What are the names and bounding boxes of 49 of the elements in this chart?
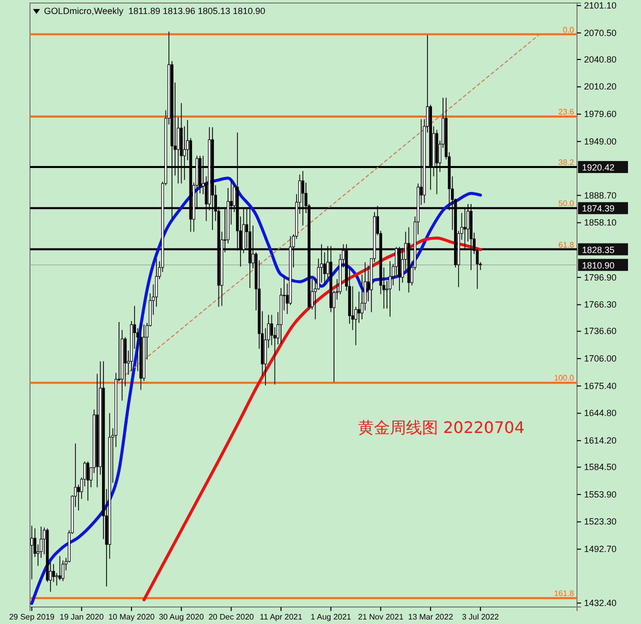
y-tick-label: 2040.80 bbox=[584, 54, 617, 64]
candlestick bbox=[62, 560, 64, 582]
y-tick-label: 1796.90 bbox=[584, 272, 617, 282]
x-tick-label: 29 Sep 2019 bbox=[9, 612, 56, 622]
y-tick-label: 1979.60 bbox=[584, 109, 617, 120]
y-tick-label: 1736.60 bbox=[584, 326, 617, 336]
annotation: 161.8 bbox=[554, 589, 575, 598]
y-tick-label: 1858.10 bbox=[584, 218, 617, 228]
annotation: 38.2 bbox=[558, 158, 575, 168]
ref-line-label: 1874.39 bbox=[582, 204, 615, 214]
annotation: 50.0 bbox=[558, 199, 575, 208]
candlestick bbox=[52, 564, 55, 582]
x-tick-label: 21 Nov 2021 bbox=[358, 612, 404, 622]
y-tick-label: 1766.30 bbox=[584, 300, 617, 310]
annotation: 23.6 bbox=[558, 107, 575, 116]
x-tick-label: 13 Mar 2022 bbox=[408, 612, 454, 622]
y-tick-label: 2101.10 bbox=[584, 0, 617, 10]
candlestick bbox=[388, 260, 392, 318]
candlestick bbox=[86, 460, 90, 502]
annotation: 0.0 bbox=[562, 25, 575, 34]
ref-line-label: 1828.35 bbox=[582, 244, 615, 255]
y-tick-label: 1706.00 bbox=[584, 353, 617, 364]
candlestick bbox=[358, 291, 360, 324]
y-tick-label: 1492.70 bbox=[584, 544, 617, 554]
y-tick-label: 1614.20 bbox=[584, 436, 617, 446]
annotation: 61.8 bbox=[558, 240, 575, 250]
candlestick bbox=[55, 572, 58, 586]
x-tick-label: 1 Aug 2021 bbox=[310, 612, 352, 622]
y-tick-label: 2010.20 bbox=[584, 82, 617, 92]
x-tick-label: 11 Apr 2021 bbox=[260, 612, 303, 622]
annotation: 黄金周线图 20220704 bbox=[358, 418, 525, 437]
y-tick-label: 1553.90 bbox=[584, 489, 617, 500]
x-tick-label: 3 Jul 2022 bbox=[462, 612, 500, 622]
y-tick-label: 1644.80 bbox=[584, 408, 617, 418]
x-tick-label: 30 Aug 2020 bbox=[158, 612, 204, 622]
y-tick-label: 1523.30 bbox=[584, 516, 617, 527]
ref-line-label: 1920.42 bbox=[582, 162, 615, 173]
y-tick-label: 1888.70 bbox=[584, 190, 617, 200]
x-tick-label: 10 May 2020 bbox=[108, 612, 156, 622]
x-tick-label: 20 Dec 2020 bbox=[208, 612, 254, 622]
y-tick-label: 1432.40 bbox=[584, 598, 617, 608]
chart-title: GOLDmicro,Weekly 1811.89 1813.96 1805.13 1810.90 bbox=[44, 6, 266, 16]
y-tick-label: 1675.40 bbox=[584, 380, 617, 391]
x-tick-label: 19 Jan 2020 bbox=[60, 612, 104, 622]
y-tick-label: 2070.50 bbox=[584, 28, 617, 38]
annotation: 100.0 bbox=[554, 374, 575, 383]
y-tick-label: 1584.50 bbox=[584, 462, 617, 472]
y-tick-label: 1949.00 bbox=[584, 136, 617, 146]
ref-line-label: 1810.90 bbox=[582, 260, 615, 270]
